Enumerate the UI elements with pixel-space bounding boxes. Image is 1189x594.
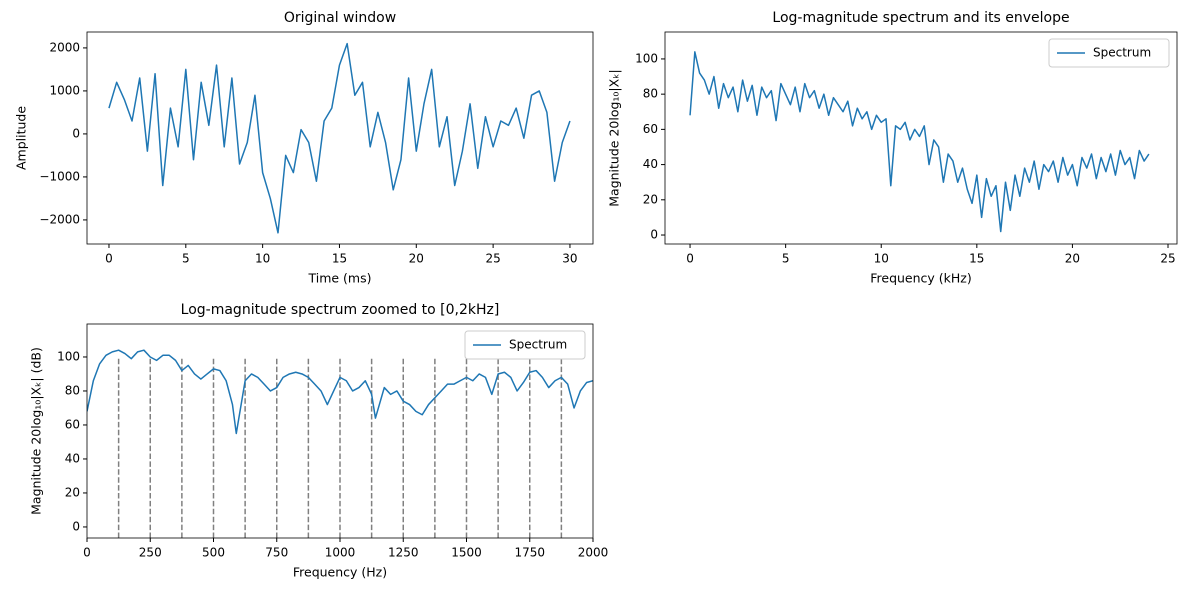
y-tick-label: 20 <box>65 485 80 499</box>
y-tick-label: 20 <box>643 192 658 206</box>
x-tick-label: 15 <box>969 252 984 266</box>
y-tick-label: 60 <box>65 417 80 431</box>
y-tick-label: 0 <box>72 126 80 140</box>
x-tick-label: 2000 <box>578 546 609 560</box>
y-tick-label: 60 <box>643 122 658 136</box>
x-tick-label: 1000 <box>325 546 356 560</box>
x-tick-label: 250 <box>139 546 162 560</box>
x-tick-label: 20 <box>409 252 424 266</box>
data-line <box>689 51 1150 233</box>
x-tick-label: 0 <box>83 546 91 560</box>
x-tick-label: 5 <box>182 252 190 266</box>
y-tick-label: 0 <box>72 519 80 533</box>
chart-title: Log-magnitude spectrum zoomed to [0,2kHz… <box>181 302 500 318</box>
y-tick-label: −1000 <box>39 169 80 183</box>
y-tick-label: 1000 <box>49 83 80 97</box>
x-tick-label: 10 <box>874 252 889 266</box>
x-tick-label: 500 <box>202 546 225 560</box>
legend-label: Spectrum <box>1093 46 1151 60</box>
y-axis-label: Amplitude <box>14 106 29 170</box>
y-tick-label: 2000 <box>49 40 80 54</box>
x-tick-label: 20 <box>1065 252 1080 266</box>
x-tick-label: 25 <box>1160 252 1175 266</box>
x-axis-label: Frequency (kHz) <box>870 271 972 286</box>
x-tick-label: 15 <box>332 252 347 266</box>
y-axis-label: Magnitude 20log₁₀|Xₖ| <box>607 69 622 207</box>
x-tick-label: 750 <box>265 546 288 560</box>
axes-frame <box>664 31 1178 245</box>
x-tick-label: 1250 <box>388 546 419 560</box>
axes-frame <box>86 31 594 245</box>
x-tick-label: 10 <box>255 252 270 266</box>
x-tick-label: 30 <box>562 252 577 266</box>
legend-box <box>464 330 586 360</box>
y-tick-label: 80 <box>65 383 80 397</box>
y-tick-label: 100 <box>635 51 658 65</box>
axes-frame <box>86 323 594 539</box>
x-tick-label: 25 <box>485 252 500 266</box>
x-tick-label: 1750 <box>514 546 545 560</box>
data-line <box>87 349 593 435</box>
y-tick-label: 100 <box>57 349 80 363</box>
legend-label: Spectrum <box>509 338 567 352</box>
y-tick-label: 0 <box>650 228 658 242</box>
chart-title: Original window <box>284 10 396 26</box>
y-tick-label: 80 <box>643 87 658 101</box>
y-tick-label: 40 <box>65 451 80 465</box>
x-axis-label: Time (ms) <box>307 271 371 286</box>
chart-title: Log-magnitude spectrum and its envelope <box>772 10 1069 26</box>
x-axis-label: Frequency (Hz) <box>293 565 387 580</box>
x-tick-label: 0 <box>105 252 113 266</box>
y-axis-label: Magnitude 20log₁₀|Xₖ| (dB) <box>29 347 44 515</box>
data-line <box>108 42 571 234</box>
x-tick-label: 5 <box>782 252 790 266</box>
y-tick-label: 40 <box>643 157 658 171</box>
y-tick-label: −2000 <box>39 212 80 226</box>
x-tick-label: 1500 <box>451 546 482 560</box>
legend-box <box>1048 38 1170 68</box>
x-tick-label: 0 <box>686 252 694 266</box>
